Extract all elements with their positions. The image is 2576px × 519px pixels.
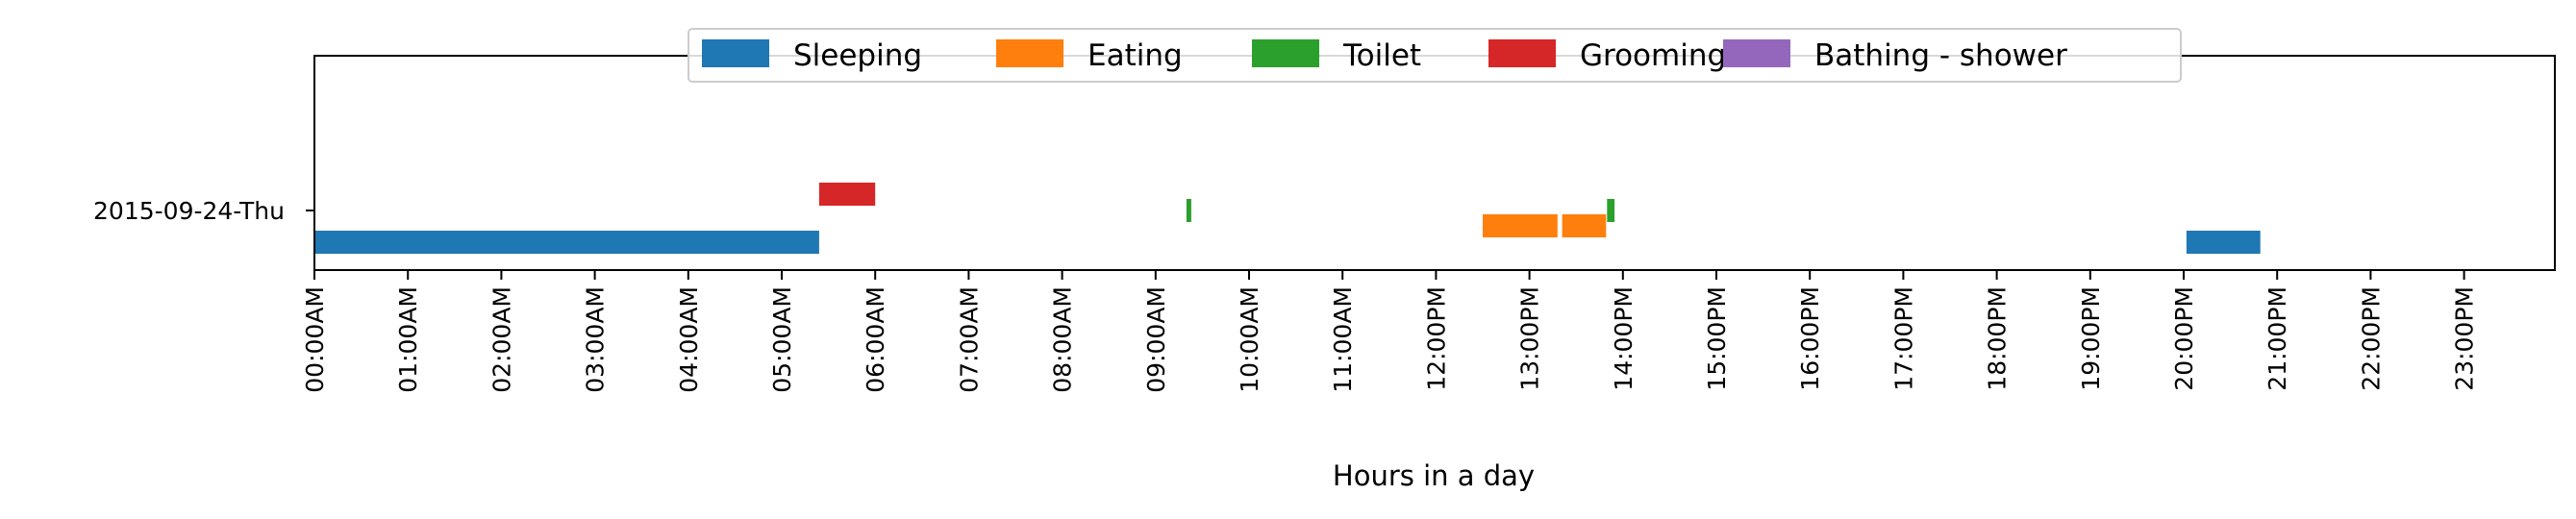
- x-tick-label: 18:00PM: [1984, 286, 2012, 391]
- x-tick-label: 07:00AM: [955, 286, 983, 393]
- x-tick-label: 11:00AM: [1329, 286, 1357, 393]
- x-tick-label: 21:00PM: [2263, 286, 2291, 391]
- legend-swatch: [996, 39, 1063, 67]
- bar-eating-1: [1483, 214, 1558, 237]
- legend-swatch: [1488, 39, 1556, 67]
- x-tick-label: 15:00PM: [1703, 286, 1731, 391]
- legend-label: Bathing - shower: [1814, 38, 2067, 73]
- legend-label: Grooming: [1580, 38, 1726, 73]
- x-tick-label: 12:00PM: [1422, 286, 1450, 391]
- x-axis: 00:00AM 01:00AM 02:00AM 03:00AM 04:00AM 05:00…: [301, 270, 2479, 393]
- x-tick-label: 17:00PM: [1889, 286, 1917, 391]
- legend-label: Toilet: [1342, 38, 1421, 73]
- x-tick-label: 04:00AM: [675, 286, 703, 393]
- x-tick-label: 00:00AM: [301, 286, 329, 393]
- x-tick-label: 19:00PM: [2077, 286, 2105, 391]
- bar-sleeping-2: [2186, 231, 2261, 254]
- x-tick-label: 09:00AM: [1142, 286, 1170, 393]
- x-axis-title: Hours in a day: [1333, 459, 1535, 492]
- legend-label: Eating: [1088, 38, 1183, 73]
- x-tick-label: 23:00PM: [2451, 286, 2479, 391]
- legend-items: Sleeping Eating Toilet Grooming Bathing - sh…: [702, 38, 2067, 73]
- x-tick-label: 03:00AM: [582, 286, 610, 393]
- bar-grooming-1: [818, 183, 876, 206]
- x-tick-label: 13:00PM: [1516, 286, 1544, 391]
- x-tick-label: 05:00AM: [768, 286, 796, 393]
- legend-swatch: [1252, 39, 1319, 67]
- x-tick-label: 01:00AM: [394, 286, 422, 393]
- y-tick-label: 2015-09-24-Thu: [93, 197, 285, 225]
- x-tick-label: 14:00PM: [1610, 286, 1638, 391]
- x-tick-label: 16:00PM: [1796, 286, 1824, 391]
- bar-toilet-2: [1607, 199, 1615, 222]
- x-tick-label: 02:00AM: [488, 286, 515, 393]
- legend-swatch: [1723, 39, 1790, 67]
- activity-bars: [314, 183, 2261, 254]
- legend: Sleeping Eating Toilet Grooming Bathing - sh…: [688, 28, 2182, 83]
- bar-sleeping-1: [314, 231, 819, 254]
- x-tick-label: 06:00AM: [862, 286, 889, 393]
- x-tick-label: 10:00AM: [1236, 286, 1263, 393]
- y-axis: 2015-09-24-Thu: [93, 197, 314, 225]
- bar-toilet-1: [1186, 199, 1191, 222]
- bar-eating-2: [1562, 214, 1607, 237]
- legend-label: Sleeping: [793, 38, 922, 73]
- x-tick-label: 08:00AM: [1049, 286, 1077, 393]
- legend-swatch: [702, 39, 769, 67]
- x-tick-label: 20:00PM: [2170, 286, 2198, 391]
- x-tick-label: 22:00PM: [2357, 286, 2385, 391]
